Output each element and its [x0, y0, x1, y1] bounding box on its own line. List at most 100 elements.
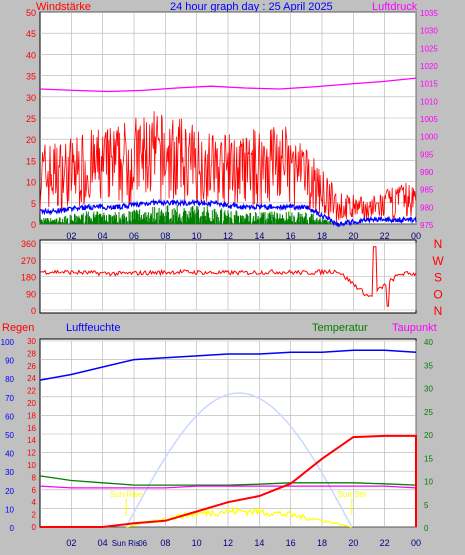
rain-tick-label: 12 [27, 449, 36, 458]
temperature-tick-label: 0 [424, 524, 429, 533]
pressure-tick-label: 1025 [420, 44, 438, 53]
climate-x-tick-label: 06 [138, 539, 147, 548]
humidity-tick-label: 90 [5, 357, 14, 366]
wind-x-tick-label: 06 [129, 231, 139, 241]
climate-x-tick-label: 14 [254, 538, 264, 548]
climate-x-tick-label: 04 [98, 538, 108, 548]
temperature-tick-label: 20 [424, 431, 433, 440]
humidity-axis-label: Luftfeuchte [66, 322, 120, 334]
wind-tick-label: 45 [26, 29, 36, 39]
pressure-tick-label: 1005 [420, 115, 438, 124]
wind-x-tick-label: 16 [286, 231, 296, 241]
pressure-tick-label: 980 [420, 203, 434, 212]
wind-x-tick-label: 04 [98, 231, 108, 241]
wind-tick-label: 30 [26, 93, 36, 103]
pressure-axis-label: Luftdruck [372, 1, 418, 13]
direction-tick-label: 180 [21, 273, 36, 283]
wind-tick-label: 40 [26, 50, 36, 60]
solar-radiation-line [125, 392, 353, 528]
rain-tick-label: 20 [27, 399, 36, 408]
sunset-label: Sun Set [338, 490, 367, 499]
climate-x-tick-label: 00 [411, 538, 421, 548]
humidity-line [39, 349, 417, 381]
pressure-line [39, 77, 417, 93]
wind-x-tick-label: 14 [254, 231, 264, 241]
climate-x-tick-label: 12 [223, 538, 233, 548]
axis-labels: 0510152025303540455097598098599099510001… [1, 8, 445, 548]
wind-x-tick-label: 00 [411, 231, 421, 241]
wind-tick-label: 15 [26, 156, 36, 166]
compass-label: S [434, 271, 442, 285]
chart-marks [39, 77, 417, 528]
wind-x-tick-label: 12 [223, 231, 233, 241]
rain-tick-label: 10 [27, 461, 36, 470]
pressure-tick-label: 990 [420, 168, 434, 177]
wind-x-tick-label: 02 [66, 231, 76, 241]
wind-x-tick-label: 20 [348, 231, 358, 241]
rain-tick-label: 14 [27, 436, 36, 445]
climate-x-tick-label: 18 [317, 538, 327, 548]
dewpoint-axis-label: Taupunkt [392, 322, 437, 334]
direction-tick-label: 0 [31, 306, 36, 316]
graph-title: 24 hour graph day : 25 April 2025 [170, 1, 333, 13]
temperature-tick-label: 30 [424, 385, 433, 394]
uv-line [126, 505, 352, 528]
temperature-tick-label: 5 [424, 501, 429, 510]
humidity-tick-label: 60 [5, 412, 14, 421]
wind-gust-line [39, 111, 417, 223]
wind-direction-line [39, 246, 417, 307]
pressure-tick-label: 1010 [420, 97, 438, 106]
pressure-tick-label: 995 [420, 150, 434, 159]
pressure-tick-label: 1000 [420, 133, 438, 142]
climate-x-tick-label: 16 [286, 538, 296, 548]
humidity-tick-label: 80 [5, 375, 14, 384]
dewpoint-line [39, 485, 417, 489]
climate-x-tick-label: 10 [192, 538, 202, 548]
rain-tick-label: 22 [27, 387, 36, 396]
pressure-tick-label: 1015 [420, 80, 438, 89]
wind-tick-label: 25 [26, 114, 36, 124]
humidity-tick-label: 0 [10, 524, 15, 533]
climate-x-tick-label: 08 [160, 538, 170, 548]
temperature-axis-label: Temperatur [312, 322, 368, 334]
humidity-tick-label: 30 [5, 468, 14, 477]
rain-axis-label: Regen [2, 322, 34, 334]
rain-tick-label: 18 [27, 411, 36, 420]
humidity-tick-label: 20 [5, 487, 14, 496]
rain-tick-label: 4 [32, 498, 37, 507]
humidity-tick-label: 100 [1, 338, 15, 347]
pressure-tick-label: 975 [420, 221, 434, 230]
temperature-tick-label: 15 [424, 454, 433, 463]
pressure-tick-label: 1035 [420, 9, 438, 18]
wind-x-tick-label: 10 [192, 231, 202, 241]
temperature-tick-label: 35 [424, 361, 433, 370]
temperature-tick-label: 10 [424, 478, 433, 487]
wind-tick-label: 35 [26, 72, 36, 82]
humidity-tick-label: 50 [5, 431, 14, 440]
wind-x-tick-label: 22 [380, 231, 390, 241]
pressure-tick-label: 1020 [420, 62, 438, 71]
sunrise-tick-label: Sun Ris [112, 539, 140, 548]
humidity-tick-label: 10 [5, 505, 14, 514]
compass-label: W [432, 254, 444, 268]
temperature-tick-label: 25 [424, 408, 433, 417]
temperature-tick-label: 40 [424, 338, 433, 347]
wind-tick-label: 10 [26, 178, 36, 188]
rain-tick-label: 30 [27, 337, 36, 346]
temperature-line [39, 475, 417, 486]
climate-x-tick-label: 20 [348, 538, 358, 548]
compass-label: N [434, 237, 443, 251]
rain-tick-label: 16 [27, 424, 36, 433]
wind-tick-label: 50 [26, 8, 36, 18]
wind-average-line [39, 198, 417, 228]
wind-x-tick-label: 08 [160, 231, 170, 241]
direction-tick-label: 360 [21, 239, 36, 249]
pressure-tick-label: 985 [420, 186, 434, 195]
rain-tick-label: 24 [27, 374, 36, 383]
humidity-tick-label: 40 [5, 450, 14, 459]
wind-tick-label: 20 [26, 135, 36, 145]
direction-tick-label: 90 [26, 289, 36, 299]
rain-tick-label: 28 [27, 349, 36, 358]
wind-axis-label: Windstärke [36, 1, 91, 13]
